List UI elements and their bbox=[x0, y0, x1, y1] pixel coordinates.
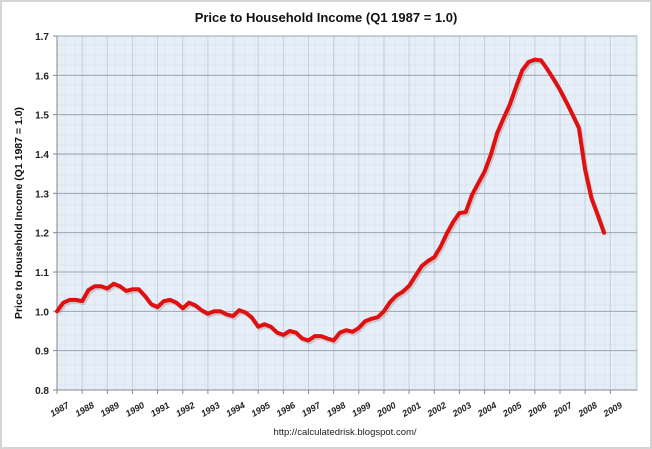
x-tick-label: 1994 bbox=[224, 400, 246, 419]
y-axis-label: Price to Household Income (Q1 1987 = 1.0… bbox=[13, 107, 25, 319]
x-tick-label: 1990 bbox=[124, 400, 146, 419]
chart-title: Price to Household Income (Q1 1987 = 1.0… bbox=[195, 10, 458, 25]
y-tick-label: 1.1 bbox=[35, 268, 49, 279]
y-tick-label: 1.4 bbox=[35, 150, 49, 161]
series-line bbox=[55, 57, 606, 343]
x-tick-label: 2009 bbox=[601, 400, 624, 419]
x-tick-label: 2000 bbox=[374, 400, 397, 419]
x-axis: 1987 1988 1989 1990 1991 1992 1993 1994 1995 1996… bbox=[48, 389, 637, 420]
x-tick-label: 1997 bbox=[300, 400, 323, 419]
y-tick-label: 1.0 bbox=[35, 307, 49, 318]
y-tick-label: 0.8 bbox=[35, 386, 49, 397]
y-tick-label: 1.3 bbox=[35, 189, 49, 200]
x-tick-label: 2007 bbox=[550, 400, 574, 420]
x-tick-label: 2001 bbox=[400, 400, 423, 419]
x-tick-label: 2006 bbox=[525, 400, 549, 420]
x-tick-label: 2003 bbox=[450, 400, 473, 419]
x-tick-label: 2004 bbox=[475, 400, 498, 419]
y-axis: 0.8 0.9 1.0 1.1 1.2 1.3 1.4 1.5 1.6 1.7 bbox=[35, 32, 58, 397]
data-points bbox=[56, 59, 605, 341]
y-tick-label: 1.5 bbox=[35, 111, 49, 122]
x-tick-label: 1993 bbox=[199, 400, 221, 419]
x-tick-label: 1988 bbox=[73, 400, 95, 419]
x-tick-label: 1999 bbox=[350, 400, 372, 419]
plot-area bbox=[56, 35, 638, 391]
x-tick-label: 1996 bbox=[275, 400, 298, 419]
x-tick-label: 1987 bbox=[48, 400, 71, 419]
y-tick-label: 0.9 bbox=[35, 347, 49, 358]
x-tick-label: 1989 bbox=[99, 400, 121, 419]
y-tick-label: 1.6 bbox=[35, 71, 49, 82]
x-tick-label: 1995 bbox=[250, 400, 273, 419]
x-tick-label: 1998 bbox=[325, 400, 347, 419]
x-tick-label: 1992 bbox=[174, 400, 196, 419]
x-tick-label: 1991 bbox=[149, 400, 171, 419]
x-tick-label: 2005 bbox=[500, 400, 524, 420]
x-tick-label: 2002 bbox=[425, 400, 448, 419]
source-url: http://calculatedrisk.blogspot.com/ bbox=[273, 427, 416, 438]
y-tick-label: 1.7 bbox=[35, 32, 49, 43]
y-tick-label: 1.2 bbox=[35, 229, 49, 240]
x-tick-label: 2008 bbox=[576, 400, 599, 419]
